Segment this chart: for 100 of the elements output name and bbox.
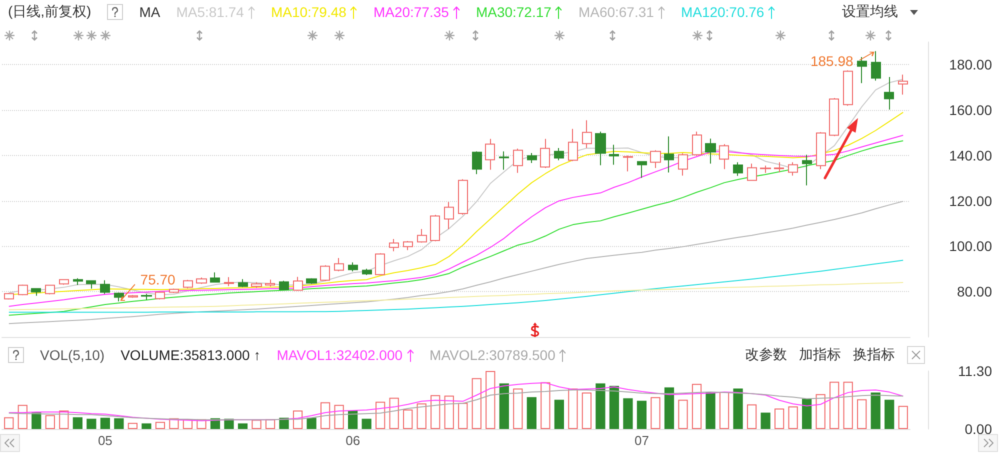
candlestick [31, 288, 41, 296]
bar [100, 418, 110, 429]
candlestick [224, 276, 234, 287]
annotation: 75.70 [140, 271, 176, 288]
annotation: 185.98 [810, 53, 854, 70]
bar [857, 399, 867, 429]
bar [664, 387, 674, 429]
bar [416, 403, 426, 429]
bar [760, 412, 770, 429]
candlestick [582, 120, 592, 148]
bar [609, 386, 620, 429]
candlestick [141, 293, 152, 300]
bar [788, 406, 798, 429]
candlestick [73, 278, 83, 286]
text: VOLUME:35813.000 ↑ [120, 347, 261, 363]
bar [444, 396, 454, 429]
candlestick [238, 278, 248, 288]
legend-label: MA120:70.76 [680, 4, 764, 20]
text: 设置均线 [842, 3, 898, 21]
bar [540, 382, 550, 429]
bar [376, 402, 386, 429]
candlestick [843, 70, 853, 106]
candlestick [86, 280, 96, 290]
candlestick [210, 272, 220, 284]
candlestick [540, 138, 550, 168]
candlestick [760, 165, 771, 174]
bar [458, 402, 468, 429]
bar [128, 422, 138, 429]
x-tick-label: 06 [346, 433, 360, 448]
candlestick [430, 214, 440, 242]
y-tick-label: 160.00 [949, 102, 992, 118]
bar [238, 423, 248, 429]
bar [706, 392, 716, 429]
candlestick [293, 276, 303, 292]
candlestick [4, 292, 14, 300]
candlestick [196, 277, 207, 284]
bar [816, 394, 826, 429]
bar [306, 418, 316, 429]
candlestick [527, 152, 537, 164]
bar [719, 392, 730, 429]
candlestick [169, 288, 179, 294]
candlestick [568, 128, 578, 162]
bar [114, 418, 124, 429]
bar [830, 382, 840, 429]
candlestick [114, 292, 124, 302]
bar [774, 408, 784, 429]
candlestick [719, 144, 729, 170]
bar [568, 388, 578, 429]
bar [898, 406, 908, 429]
candlestick [664, 136, 674, 173]
y-tick-label: 80.00 [956, 284, 992, 300]
bar [18, 404, 28, 429]
y-tick-label: 140.00 [949, 147, 992, 164]
bar [389, 398, 399, 429]
candlestick [128, 294, 138, 298]
candlestick [595, 131, 606, 166]
x-tick-label: 05 [98, 433, 112, 448]
candlestick [499, 150, 509, 170]
candlestick [774, 162, 784, 173]
text: 换指标 [853, 346, 895, 364]
legend-label: MAVOL2:30789.500 [430, 347, 556, 363]
candlestick [485, 138, 495, 170]
y-tick-label: 120.00 [949, 192, 992, 209]
candlestick [320, 264, 330, 282]
bar [554, 400, 564, 429]
candlestick [747, 163, 757, 182]
bar [334, 404, 344, 429]
legend-label: MA60:67.31 [578, 4, 654, 20]
text: 加指标 [799, 346, 841, 364]
candlestick [871, 50, 881, 82]
candlestick [733, 162, 743, 176]
candlestick [348, 262, 358, 272]
x-tick-label: 07 [634, 433, 649, 448]
candlestick [554, 147, 564, 161]
bar [4, 417, 14, 429]
bar [279, 418, 289, 429]
legend-label: MA30:72.17 [476, 4, 552, 20]
candlestick [100, 280, 110, 294]
legend-label: MAVOL1:32402.000 [276, 347, 403, 363]
bar [802, 398, 812, 429]
bar [403, 409, 413, 429]
candlestick [623, 154, 633, 172]
candlestick [183, 279, 193, 289]
candlestick [59, 278, 69, 286]
candlestick [857, 56, 867, 84]
candlestick [898, 74, 908, 96]
bar [513, 388, 523, 429]
bar [733, 388, 743, 429]
candlestick [829, 98, 839, 137]
candlestick [637, 160, 647, 178]
candlestick [417, 228, 427, 244]
candlestick [403, 240, 413, 251]
bar [32, 412, 42, 429]
chart-title: (日线,前复权) [8, 3, 92, 21]
bar [486, 371, 496, 429]
candlestick [444, 201, 454, 230]
candlestick [389, 238, 399, 252]
candlestick [884, 76, 894, 110]
line-series [8, 389, 904, 420]
candlestick [816, 132, 826, 170]
